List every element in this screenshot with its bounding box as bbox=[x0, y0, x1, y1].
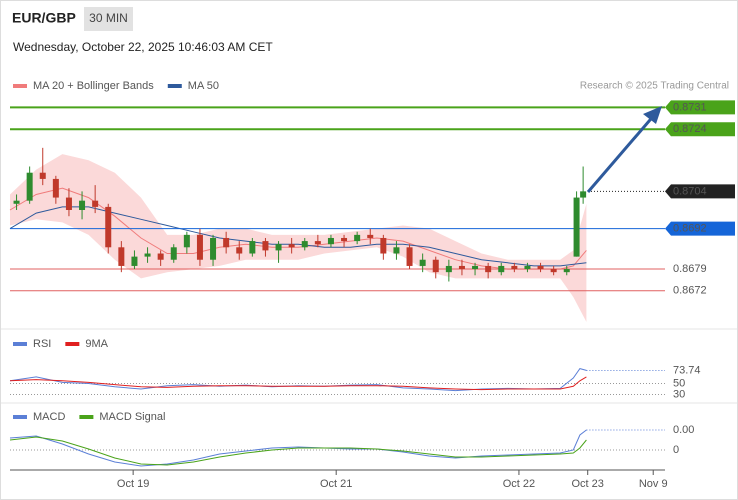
candle-body bbox=[537, 265, 544, 270]
candle-body bbox=[26, 172, 33, 201]
level-label: 0.8692 bbox=[673, 223, 707, 235]
forecast-arrow bbox=[586, 112, 658, 193]
candle-body bbox=[432, 259, 439, 273]
candle-body bbox=[354, 234, 361, 242]
candle-body bbox=[210, 237, 217, 260]
candle-body bbox=[563, 269, 570, 273]
candle-body bbox=[445, 265, 452, 273]
x-tick-label: Oct 22 bbox=[503, 478, 535, 490]
x-tick-label: Oct 21 bbox=[320, 478, 352, 490]
timeframe-box bbox=[84, 7, 133, 31]
candle-body bbox=[485, 265, 492, 273]
legend-swatch bbox=[79, 415, 94, 419]
indicator-line bbox=[9, 436, 587, 466]
candle-body bbox=[275, 244, 282, 251]
last-value-label: 73.74 bbox=[673, 364, 701, 376]
candle-body bbox=[223, 237, 230, 248]
level-label: 0.8731 bbox=[673, 101, 707, 113]
level-label: 0.8672 bbox=[673, 285, 707, 297]
level-label: 0.8724 bbox=[673, 123, 707, 135]
candle-body bbox=[131, 256, 138, 266]
level-label-box bbox=[665, 221, 735, 236]
legend-label: MACD bbox=[33, 411, 65, 423]
candle-body bbox=[550, 269, 557, 273]
legend-label: MA 50 bbox=[188, 80, 219, 92]
legend-swatch bbox=[13, 84, 27, 88]
candle-body bbox=[458, 265, 465, 270]
candle-body bbox=[65, 197, 72, 210]
candle-body bbox=[144, 253, 151, 257]
candle-body bbox=[249, 241, 256, 254]
candle-body bbox=[105, 206, 112, 248]
candle-body bbox=[472, 265, 479, 270]
timeframe: 30 MIN bbox=[89, 11, 128, 25]
candle-body bbox=[367, 234, 374, 238]
candle-body bbox=[419, 259, 426, 266]
candle-body bbox=[573, 197, 580, 257]
legend-swatch bbox=[13, 342, 27, 346]
bollinger-band bbox=[10, 154, 587, 322]
level-label: 0.8679 bbox=[673, 263, 707, 275]
legend-swatch bbox=[13, 415, 27, 419]
candle-body bbox=[52, 178, 59, 198]
candle-body bbox=[118, 247, 125, 266]
level-label-box bbox=[665, 100, 735, 115]
datetime: Wednesday, October 22, 2025 10:46:03 AM … bbox=[13, 40, 273, 54]
x-tick-label: Oct 19 bbox=[117, 478, 149, 490]
level-label-box bbox=[665, 184, 735, 199]
y-tick-label: 30 bbox=[673, 388, 685, 400]
level-label-box bbox=[665, 122, 735, 137]
candle-body bbox=[79, 200, 86, 210]
candle-body bbox=[327, 237, 334, 245]
candle-body bbox=[393, 247, 400, 254]
plot: MA 20 + Bollinger Bands MA 50 0.8731 0.8724… bbox=[9, 80, 735, 490]
candle-body bbox=[262, 241, 269, 251]
credit: Research © 2025 Trading Central bbox=[580, 81, 729, 92]
candle-body bbox=[157, 253, 164, 260]
x-tick-label: Oct 23 bbox=[572, 478, 604, 490]
candle-body bbox=[511, 265, 518, 270]
legend-label: MA 20 + Bollinger Bands bbox=[33, 80, 154, 92]
y-tick-label: 50 bbox=[673, 377, 685, 389]
y-tick-label: 0 bbox=[673, 444, 679, 456]
candle-body bbox=[92, 200, 99, 207]
candle-body bbox=[380, 237, 387, 254]
candle-body bbox=[236, 247, 243, 254]
x-tick-label: Nov 9 bbox=[639, 478, 668, 490]
level-label: 0.8704 bbox=[673, 185, 707, 197]
legend-swatch bbox=[167, 84, 182, 88]
legend-label: MACD Signal bbox=[99, 411, 165, 423]
candle-body bbox=[301, 241, 308, 248]
candle-body bbox=[39, 172, 46, 179]
candle-body bbox=[406, 247, 413, 266]
forecast-arrowhead bbox=[643, 106, 662, 124]
legend-swatch bbox=[65, 342, 80, 346]
last-value-label: 0.00 bbox=[673, 424, 694, 436]
candle-body bbox=[196, 234, 203, 260]
legend-label: RSI bbox=[33, 338, 51, 350]
legend-label: 9MA bbox=[85, 338, 108, 350]
candle-body bbox=[524, 265, 531, 270]
candle-body bbox=[314, 241, 321, 245]
candle-body bbox=[13, 200, 20, 204]
candle-body bbox=[288, 244, 295, 248]
candle-body bbox=[341, 237, 348, 242]
candle-body bbox=[183, 234, 190, 248]
symbol: EUR/GBP bbox=[12, 10, 76, 26]
candle-body bbox=[580, 191, 587, 198]
candle-body bbox=[498, 265, 505, 273]
candle-body bbox=[170, 247, 177, 260]
indicator-line bbox=[9, 376, 587, 391]
